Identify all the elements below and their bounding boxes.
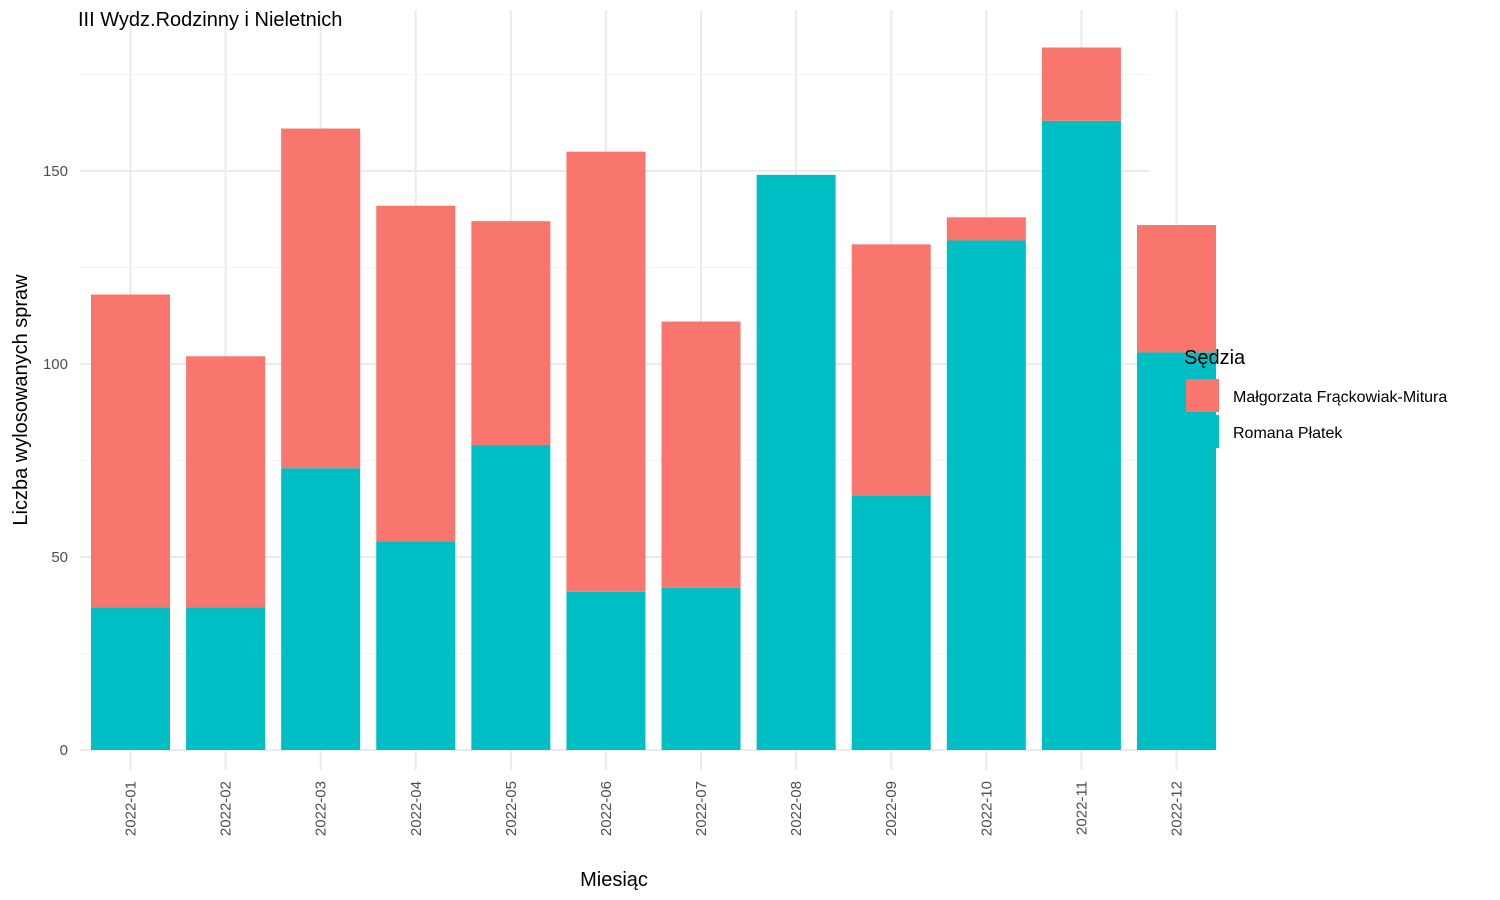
x-tick-label: 2022-09	[883, 781, 900, 836]
x-tick-label: 2022-08	[788, 781, 805, 836]
legend-swatch	[1186, 379, 1219, 412]
bar-segment	[91, 294, 170, 608]
x-axis-ticks: 2022-01 2022-02 2022-03 2022-04 2022-05 2022-…	[123, 781, 1186, 836]
y-tick-label: 50	[51, 549, 68, 566]
x-tick-label: 2022-10	[978, 781, 995, 836]
bar-segment	[851, 244, 931, 496]
x-tick-label: 2022-05	[503, 781, 520, 836]
y-tick-label: 150	[43, 163, 68, 180]
bar-segment	[91, 607, 170, 750]
legend-label: Romana Płatek	[1233, 425, 1343, 442]
y-tick-label: 100	[43, 356, 68, 373]
x-tick-label: 2022-02	[218, 781, 235, 836]
bar-segment	[756, 174, 836, 751]
bar-segment	[281, 468, 361, 750]
y-axis-ticks: 0 50 100 150	[43, 163, 68, 759]
bar-segment	[946, 217, 1026, 241]
bar-segment	[1041, 120, 1121, 750]
bar-segment	[851, 495, 931, 750]
bar-segment	[1041, 47, 1121, 121]
bar-segment	[376, 205, 456, 542]
bar-segment	[661, 587, 741, 750]
bar-segment	[471, 445, 551, 750]
x-tick-label: 2022-11	[1073, 781, 1090, 835]
x-tick-label: 2022-01	[123, 781, 140, 836]
legend-entries: Małgorzata Frąckowiak-Mitura Romana Płate…	[1186, 379, 1447, 448]
bar-segment	[1137, 352, 1216, 750]
bar-segment	[281, 128, 361, 469]
y-tick-label: 0	[60, 742, 68, 759]
bar-segment	[1137, 225, 1216, 353]
x-tick-label: 2022-04	[408, 781, 425, 836]
x-tick-label: 2022-03	[313, 781, 330, 836]
bar-segment	[376, 541, 456, 750]
chart-title: III Wydz.Rodzinny i Nieletnich	[78, 9, 342, 31]
bar-segment	[566, 151, 646, 592]
bar-segment	[471, 221, 551, 446]
bars	[91, 47, 1216, 751]
bar-segment	[661, 321, 741, 588]
legend-title: Sędzia	[1184, 347, 1246, 369]
legend-swatch	[1186, 415, 1219, 448]
legend-label: Małgorzata Frąckowiak-Mitura	[1233, 389, 1447, 406]
x-tick-label: 2022-12	[1169, 781, 1186, 836]
bar-segment	[186, 356, 266, 608]
x-tick-label: 2022-07	[693, 781, 710, 836]
bar-segment	[186, 607, 266, 750]
y-axis-title: Liczba wylosowanych spraw	[10, 274, 32, 526]
bar-segment	[566, 591, 646, 750]
bar-segment	[946, 240, 1026, 751]
x-axis-title: Miesiąc	[580, 869, 648, 891]
x-tick-label: 2022-06	[598, 781, 615, 836]
legend: Sędzia Małgorzata Frąckowiak-Mitura Roman…	[1184, 347, 1447, 448]
